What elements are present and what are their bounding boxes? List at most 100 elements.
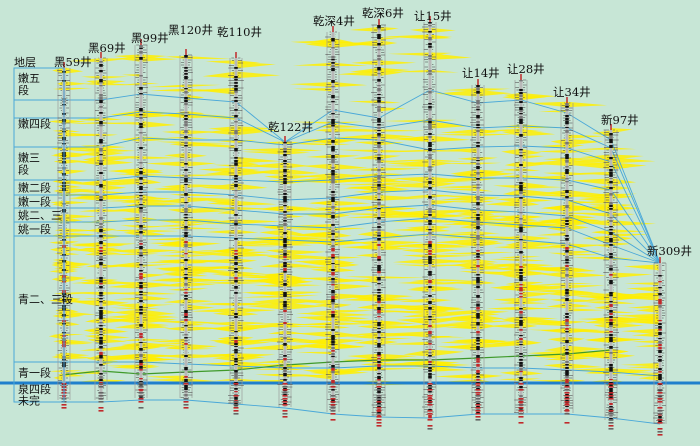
sand-wedge bbox=[167, 287, 186, 291]
sand-wedge bbox=[205, 60, 236, 65]
sand-wedge bbox=[430, 200, 459, 206]
sand-wedge bbox=[337, 149, 379, 153]
lithology-interval bbox=[476, 331, 480, 334]
lithology-interval bbox=[428, 232, 432, 235]
sand-wedge bbox=[107, 317, 141, 324]
lithology-interval bbox=[377, 238, 381, 241]
lithology-interval bbox=[139, 192, 143, 194]
lithology-interval bbox=[331, 170, 335, 173]
lithology-interval bbox=[234, 349, 238, 352]
lithology-interval bbox=[476, 358, 480, 361]
lithology-interval bbox=[377, 136, 381, 138]
lithology-interval bbox=[139, 276, 143, 280]
lithology-interval bbox=[99, 316, 103, 320]
sand-wedge bbox=[145, 161, 186, 167]
lithology-interval bbox=[331, 365, 335, 368]
lithology-interval bbox=[139, 189, 143, 191]
sand-wedge bbox=[141, 199, 170, 203]
sand-wedge bbox=[379, 182, 400, 187]
sand-wedge bbox=[101, 278, 118, 284]
sand-wedge bbox=[383, 331, 430, 338]
sand-wedge bbox=[236, 243, 278, 247]
lithology-interval bbox=[283, 211, 287, 213]
lithology-interval bbox=[519, 251, 523, 254]
sand-wedge bbox=[64, 67, 84, 74]
sand-wedge bbox=[158, 113, 186, 119]
lithology-interval bbox=[427, 410, 433, 412]
lithology-interval bbox=[475, 398, 481, 400]
lithology-interval bbox=[476, 226, 480, 230]
sand-wedge bbox=[521, 241, 563, 248]
sand-wedge bbox=[49, 200, 64, 205]
sand-wedge bbox=[611, 300, 637, 304]
lithology-interval bbox=[519, 182, 523, 185]
well-column bbox=[325, 26, 340, 421]
lithology-interval bbox=[283, 181, 287, 185]
lithology-interval bbox=[377, 100, 381, 103]
sand-wedge bbox=[430, 176, 472, 184]
lithology-interval bbox=[139, 45, 143, 49]
lithology-interval bbox=[377, 283, 381, 285]
lithology-interval bbox=[234, 361, 238, 363]
lithology-interval bbox=[519, 107, 523, 111]
sand-wedge bbox=[186, 250, 222, 254]
lithology-interval bbox=[476, 265, 480, 268]
sand-wedge bbox=[379, 240, 424, 247]
sand-wedge bbox=[583, 318, 611, 325]
lithology-interval bbox=[184, 214, 188, 216]
sand-wedge bbox=[624, 282, 660, 286]
lithology-interval bbox=[476, 208, 480, 211]
lithology-interval bbox=[99, 121, 103, 125]
sand-wedge bbox=[64, 119, 87, 124]
lithology-interval bbox=[428, 256, 432, 260]
sand-wedge bbox=[163, 299, 186, 304]
sand-wedge bbox=[64, 275, 87, 283]
sand-wedge bbox=[285, 249, 327, 256]
well-column bbox=[470, 79, 485, 421]
lithology-interval bbox=[476, 121, 480, 124]
sand-wedge bbox=[64, 87, 92, 91]
well-column bbox=[371, 19, 386, 427]
sand-wedge bbox=[310, 267, 333, 273]
sand-wedge bbox=[146, 84, 186, 88]
sand-wedge bbox=[196, 258, 236, 264]
lithology-interval bbox=[184, 211, 188, 214]
sand-wedge bbox=[626, 365, 660, 369]
lithology-interval bbox=[138, 398, 144, 400]
sand-wedge bbox=[141, 307, 160, 311]
sand-wedge bbox=[611, 337, 646, 343]
lithology-interval bbox=[476, 280, 480, 283]
lithology-interval bbox=[476, 277, 480, 281]
sand-wedge bbox=[579, 192, 611, 199]
lithology-interval bbox=[184, 379, 188, 383]
sand-wedge bbox=[434, 89, 478, 97]
lithology-interval bbox=[139, 306, 143, 309]
lithology-interval bbox=[234, 175, 238, 178]
sand-wedge bbox=[56, 135, 64, 140]
lithology-interval bbox=[377, 307, 381, 311]
lithology-interval bbox=[330, 398, 336, 400]
lithology-interval bbox=[331, 80, 335, 83]
sand-wedge bbox=[379, 215, 426, 219]
sand-wedge bbox=[567, 282, 594, 285]
lithology-interval bbox=[99, 160, 103, 164]
lithology-interval bbox=[428, 247, 432, 249]
sand-wedge bbox=[186, 197, 232, 203]
sand-wedge bbox=[141, 357, 176, 362]
sand-wedge bbox=[69, 148, 101, 153]
lithology-interval bbox=[184, 295, 188, 297]
lithology-interval bbox=[331, 257, 335, 259]
sand-wedge bbox=[541, 245, 567, 248]
lithology-interval bbox=[330, 410, 336, 412]
lithology-interval bbox=[283, 322, 287, 325]
lithology-interval bbox=[183, 404, 189, 406]
lithology-interval bbox=[476, 217, 480, 220]
sand-wedge bbox=[122, 338, 141, 342]
sand-wedge bbox=[333, 303, 352, 309]
sand-wedge bbox=[443, 326, 478, 330]
lithology-interval bbox=[331, 278, 335, 281]
lithology-interval bbox=[282, 383, 288, 385]
lithology-interval bbox=[476, 307, 480, 310]
lithology-interval bbox=[139, 255, 143, 257]
